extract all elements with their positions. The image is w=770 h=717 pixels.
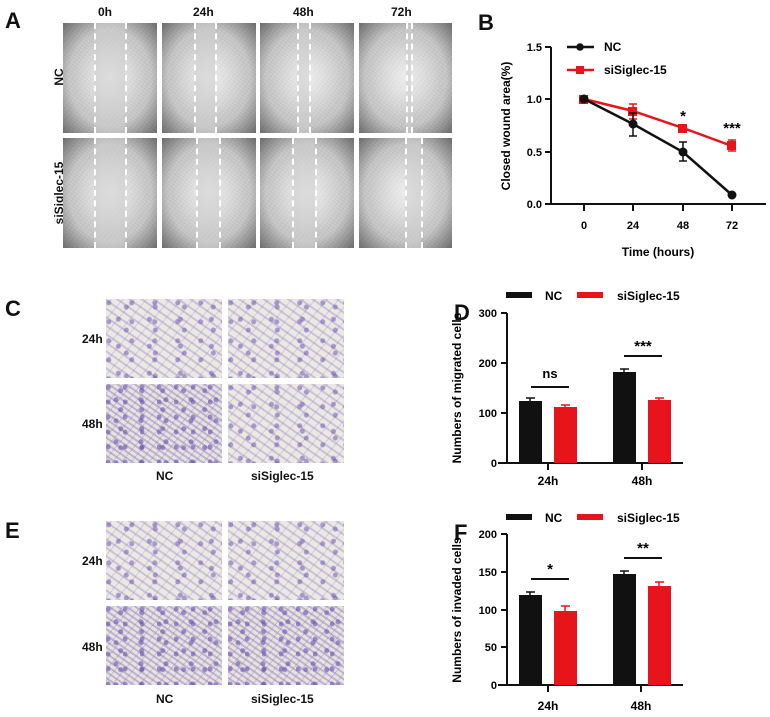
migration-image-si-48h <box>228 384 344 463</box>
bar-si-48h <box>648 586 671 685</box>
invasion-image-si-48h <box>228 606 344 685</box>
invasion-image-nc-48h <box>106 606 222 685</box>
migration-image-nc-24h <box>106 299 222 378</box>
wound-image-nc-48h <box>260 23 354 133</box>
invasion-image-nc-24h <box>106 521 222 600</box>
migrated-cells-bar-chart: NC siSiglec-15 300 200 100 0 24h 48h Num… <box>450 289 683 488</box>
panel-label-a: A <box>5 8 21 33</box>
wound-image-si-24h <box>162 138 256 248</box>
significance-marker: ** <box>637 540 649 557</box>
panel-label-d: D <box>454 300 470 325</box>
wound-image-si-0h <box>63 138 157 248</box>
significance-marker: *** <box>634 338 652 355</box>
y-tick-label: 0.5 <box>527 147 542 159</box>
y-tick-label: 100 <box>479 605 497 617</box>
legend-label-si: siSiglec-15 <box>617 511 680 525</box>
x-tick-label: 48 <box>677 220 689 232</box>
migration-image-si-24h <box>228 299 344 378</box>
x-tick-label: 72 <box>726 220 738 232</box>
panel-a-col-label: 24h <box>193 5 214 19</box>
panel-a-col-label: 0h <box>98 5 113 19</box>
y-tick-label: 1.0 <box>527 94 542 106</box>
panel-c-col-label: NC <box>156 469 174 483</box>
bar-si-24h <box>554 407 577 463</box>
x-tick-label: 24h <box>538 699 559 713</box>
bar-nc-24h <box>519 595 542 685</box>
bar-nc-48h <box>613 372 636 463</box>
significance-marker: ns <box>542 366 557 381</box>
y-axis-title: Numbers of invaded cells <box>450 537 464 683</box>
bar-nc-48h <box>613 574 636 685</box>
y-tick-label: 0 <box>491 458 497 470</box>
legend-label-nc: NC <box>545 511 563 525</box>
panel-e-row-label: 48h <box>82 640 103 654</box>
panel-e-col-label: siSiglec-15 <box>251 692 314 706</box>
panel-label-e: E <box>5 518 20 543</box>
y-axis-title: Numbers of migrated cells <box>450 312 464 463</box>
legend-label-si: siSiglec-15 <box>604 63 667 77</box>
invaded-cells-bar-chart: NC siSiglec-15 200 150 100 50 0 24h 48h … <box>450 511 683 713</box>
panel-c-row-label: 24h <box>82 332 103 346</box>
y-axis-title: Closed wound area(%) <box>499 62 513 191</box>
panel-a-col-label: 48h <box>293 5 314 19</box>
wound-image-nc-24h <box>162 23 256 133</box>
panel-label-b: B <box>478 10 494 35</box>
legend-label-nc: NC <box>545 289 563 303</box>
y-tick-label: 0.0 <box>527 199 542 211</box>
y-tick-label: 100 <box>479 408 497 420</box>
y-tick-label: 50 <box>485 642 497 654</box>
y-tick-label: 150 <box>479 567 497 579</box>
x-tick-label: 24 <box>627 220 640 232</box>
legend-label-si: siSiglec-15 <box>617 289 680 303</box>
y-tick-label: 1.5 <box>527 42 542 54</box>
panel-e-row-label: 24h <box>82 554 103 568</box>
panel-label-f: F <box>454 520 468 545</box>
bar-nc-24h <box>519 401 542 463</box>
x-axis-title: Time (hours) <box>622 245 694 259</box>
invasion-image-si-24h <box>228 521 344 600</box>
bar-si-48h <box>648 400 671 463</box>
x-tick-label: 24h <box>538 474 559 488</box>
significance-marker: * <box>680 108 686 125</box>
x-tick-label: 0 <box>581 220 587 232</box>
panel-c-row-label: 48h <box>82 417 103 431</box>
y-tick-label: 200 <box>479 358 497 370</box>
significance-marker: *** <box>723 120 741 137</box>
bar-si-24h <box>554 611 577 685</box>
wound-image-si-48h <box>260 138 354 248</box>
x-tick-label: 48h <box>631 699 652 713</box>
y-tick-label: 0 <box>491 680 497 692</box>
significance-marker: * <box>547 561 553 578</box>
legend-label-nc: NC <box>604 40 622 54</box>
panel-a-col-label: 72h <box>391 5 412 19</box>
migration-image-nc-48h <box>106 384 222 463</box>
wound-image-si-72h <box>359 138 452 248</box>
wound-closure-line-chart: 1.5 1.0 0.5 0.0 0 24 48 72 Time (hours) … <box>499 40 766 259</box>
x-tick-label: 48h <box>632 474 653 488</box>
panel-e-col-label: NC <box>156 692 174 706</box>
panel-c-col-label: siSiglec-15 <box>251 469 314 483</box>
panel-label-c: C <box>5 296 21 321</box>
y-tick-label: 300 <box>479 308 497 320</box>
wound-image-nc-72h <box>359 23 452 133</box>
y-tick-label: 200 <box>479 529 497 541</box>
wound-image-nc-0h <box>63 23 157 133</box>
